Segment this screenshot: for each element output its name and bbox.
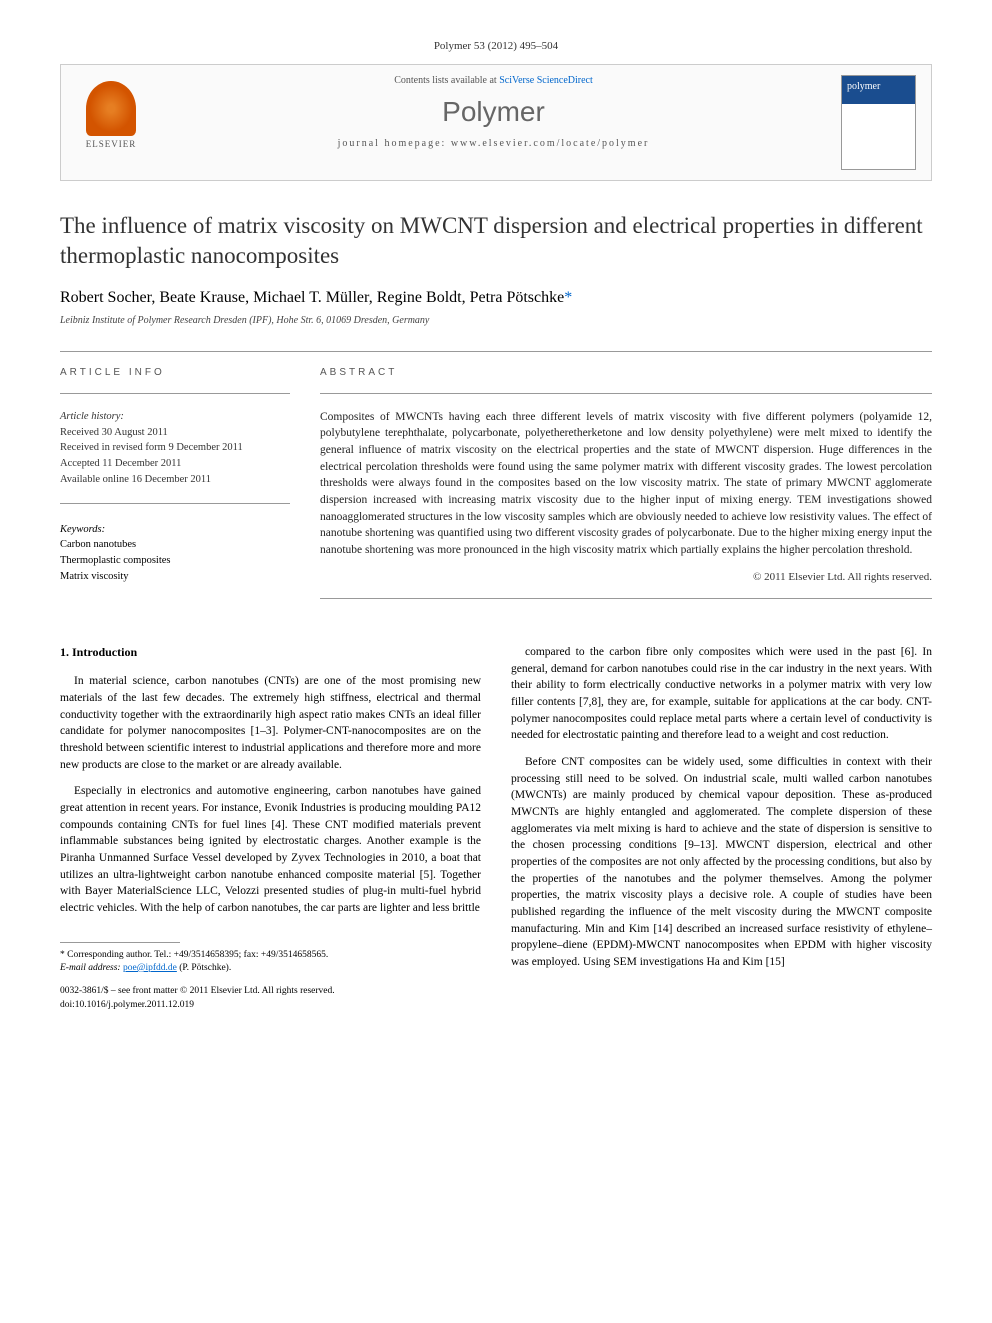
- publisher-name: ELSEVIER: [86, 139, 137, 149]
- elsevier-logo[interactable]: ELSEVIER: [76, 75, 146, 155]
- corresponding-mark: *: [564, 289, 572, 306]
- homepage-label: journal homepage:: [338, 138, 451, 149]
- history-accepted: Accepted 11 December 2011: [60, 456, 290, 472]
- abstract-column: ABSTRACT Composites of MWCNTs having eac…: [320, 367, 932, 614]
- body-left-column: 1. Introduction In material science, car…: [60, 644, 481, 1012]
- corresponding-name: (P. Pötschke).: [179, 963, 231, 973]
- journal-homepage: journal homepage: www.elsevier.com/locat…: [161, 138, 826, 149]
- footnote-separator: [60, 942, 180, 943]
- body-right-column: compared to the carbon fibre only compos…: [511, 644, 932, 1012]
- corresponding-email-link[interactable]: poe@ipfdd.de: [123, 963, 177, 973]
- header-center: Contents lists available at SciVerse Sci…: [146, 75, 841, 149]
- corresponding-contact: * Corresponding author. Tel.: +49/351465…: [60, 949, 481, 962]
- citation-line: Polymer 53 (2012) 495–504: [60, 40, 932, 52]
- body-paragraph: In material science, carbon nanotubes (C…: [60, 673, 481, 773]
- article-page: Polymer 53 (2012) 495–504 ELSEVIER Conte…: [0, 0, 992, 1052]
- abstract-heading: ABSTRACT: [320, 367, 932, 378]
- keyword-item: Carbon nanotubes: [60, 537, 290, 553]
- divider: [60, 393, 290, 394]
- divider: [320, 393, 932, 394]
- doi-block: 0032-3861/$ – see front matter © 2011 El…: [60, 985, 481, 1012]
- article-title: The influence of matrix viscosity on MWC…: [60, 211, 932, 271]
- body-paragraph: compared to the carbon fibre only compos…: [511, 644, 932, 744]
- divider: [60, 351, 932, 352]
- body-two-columns: 1. Introduction In material science, car…: [60, 644, 932, 1012]
- email-label: E-mail address:: [60, 963, 121, 973]
- article-history: Article history: Received 30 August 2011…: [60, 409, 290, 488]
- divider: [60, 503, 290, 504]
- keywords-block: Keywords: Carbon nanotubes Thermoplastic…: [60, 522, 290, 585]
- history-label: Article history:: [60, 409, 290, 425]
- article-info-heading: ARTICLE INFO: [60, 367, 290, 378]
- history-received: Received 30 August 2011: [60, 425, 290, 441]
- keyword-item: Matrix viscosity: [60, 569, 290, 585]
- journal-cover-thumbnail[interactable]: [841, 75, 916, 170]
- front-matter-line: 0032-3861/$ – see front matter © 2011 El…: [60, 985, 481, 998]
- body-paragraph: Before CNT composites can be widely used…: [511, 754, 932, 971]
- divider: [320, 598, 932, 599]
- abstract-text: Composites of MWCNTs having each three d…: [320, 409, 932, 559]
- authors-line: Robert Socher, Beate Krause, Michael T. …: [60, 289, 932, 307]
- introduction-heading: 1. Introduction: [60, 644, 481, 661]
- keyword-item: Thermoplastic composites: [60, 553, 290, 569]
- contents-available: Contents lists available at SciVerse Sci…: [161, 75, 826, 86]
- contents-prefix: Contents lists available at: [394, 75, 499, 86]
- body-paragraph: Especially in electronics and automotive…: [60, 783, 481, 916]
- history-revised: Received in revised form 9 December 2011: [60, 440, 290, 456]
- header-row: ELSEVIER Contents lists available at Sci…: [76, 75, 916, 170]
- info-abstract-row: ARTICLE INFO Article history: Received 3…: [60, 367, 932, 614]
- article-info-column: ARTICLE INFO Article history: Received 3…: [60, 367, 290, 614]
- doi-line: doi:10.1016/j.polymer.2011.12.019: [60, 999, 481, 1012]
- copyright-line: © 2011 Elsevier Ltd. All rights reserved…: [320, 571, 932, 583]
- history-online: Available online 16 December 2011: [60, 472, 290, 488]
- journal-header: ELSEVIER Contents lists available at Sci…: [60, 64, 932, 181]
- homepage-url[interactable]: www.elsevier.com/locate/polymer: [451, 138, 650, 149]
- keywords-label: Keywords:: [60, 522, 290, 538]
- authors-names: Robert Socher, Beate Krause, Michael T. …: [60, 289, 564, 306]
- corresponding-author-note: * Corresponding author. Tel.: +49/351465…: [60, 949, 481, 976]
- journal-name: Polymer: [161, 96, 826, 128]
- sciencedirect-link[interactable]: SciVerse ScienceDirect: [499, 75, 593, 86]
- elsevier-tree-icon: [86, 81, 136, 136]
- affiliation: Leibniz Institute of Polymer Research Dr…: [60, 315, 932, 326]
